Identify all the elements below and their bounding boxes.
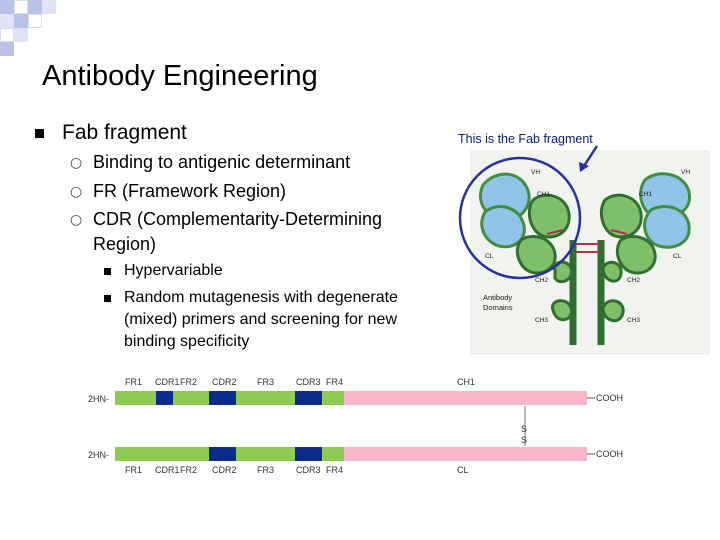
svg-text:CH1: CH1 <box>537 191 550 198</box>
svg-text:FR2: FR2 <box>180 377 197 387</box>
segment-fr3 <box>236 391 295 405</box>
bullet-marker <box>104 268 111 275</box>
svg-text:FR2: FR2 <box>180 465 197 475</box>
right-variable-domains <box>639 172 692 249</box>
segment-fr1 <box>115 391 156 405</box>
segment-cdr3 <box>295 391 322 405</box>
svg-text:CH1: CH1 <box>639 191 652 198</box>
svg-text:CL: CL <box>485 253 494 260</box>
segment-fr2 <box>173 391 209 405</box>
sub-sub-bullet-text: binding specificity <box>124 333 250 350</box>
svg-text:FR1: FR1 <box>125 377 142 387</box>
n-terminus-label: 2HN- <box>88 450 109 460</box>
c-terminus-label: COOH <box>596 449 623 459</box>
segment-fr4 <box>322 447 344 461</box>
bullet-marker <box>35 129 44 138</box>
segment-cdr1 <box>156 447 173 461</box>
svg-text:S: S <box>521 424 527 434</box>
segment-fr2 <box>173 447 209 461</box>
decorative-square <box>14 14 28 28</box>
ring-bullet-icon: ○ <box>70 212 83 228</box>
domain-labels: VH VH CH1 CH1 CL CL CH2 CH2 CH3 CH3 <box>485 169 690 324</box>
svg-text:CDR1: CDR1 <box>155 377 180 387</box>
ring-bullet-icon: ○ <box>70 155 83 171</box>
svg-text:CH2: CH2 <box>627 277 640 284</box>
arrow-head-icon <box>579 162 589 172</box>
decorative-square <box>14 28 28 42</box>
decorative-square <box>14 0 28 14</box>
gene-diagram: 2HN- COOH FR1 CDR1 FR2 CDR2 FR3 CDR3 FR4… <box>88 377 623 475</box>
decorative-square <box>42 0 56 14</box>
svg-text:FR4: FR4 <box>326 377 343 387</box>
segment-fr4 <box>322 391 344 405</box>
segment-cdr3 <box>295 447 322 461</box>
c-terminus-label: COOH <box>596 393 623 403</box>
svg-text:CH1: CH1 <box>457 377 475 387</box>
bullet-marker <box>104 295 111 302</box>
svg-text:VH: VH <box>531 169 540 176</box>
svg-text:FR3: FR3 <box>257 465 274 475</box>
segment-fr1 <box>115 447 156 461</box>
segment-cdr2 <box>209 447 236 461</box>
sub-bullet-text: Region) <box>93 234 157 254</box>
fc-region <box>550 240 625 345</box>
decorative-square <box>28 14 42 28</box>
decorative-square <box>0 14 14 28</box>
left-variable-domains <box>479 172 531 249</box>
disulfide-bonds <box>546 229 628 253</box>
domains-label: Domains <box>483 303 513 312</box>
sub-bullet-text: Binding to antigenic determinant <box>93 152 351 172</box>
segment-cdr2 <box>209 391 236 405</box>
domains-label: Antibody <box>483 293 512 302</box>
light-chain: 2HN- COOH FR1 CDR1 FR2 CDR2 FR3 CDR3 FR4… <box>88 447 623 475</box>
ring-bullet-icon: ○ <box>70 184 83 200</box>
sub-bullet-text: CDR (Complementarity-Determining <box>93 209 383 229</box>
svg-text:CL: CL <box>457 465 469 475</box>
svg-text:CDR2: CDR2 <box>212 465 237 475</box>
svg-text:CH3: CH3 <box>535 317 548 324</box>
sub-sub-bullet-text: Random mutagenesis with degenerate <box>124 289 398 306</box>
segment-constant <box>344 391 587 405</box>
svg-text:CDR3: CDR3 <box>296 377 321 387</box>
sub-sub-bullet-text: Hypervariable <box>124 262 223 279</box>
svg-text:CH3: CH3 <box>627 317 640 324</box>
decorative-square <box>28 0 42 14</box>
svg-text:FR4: FR4 <box>326 465 343 475</box>
svg-text:CH2: CH2 <box>535 277 548 284</box>
svg-text:FR1: FR1 <box>125 465 142 475</box>
left-constant-domains <box>515 193 571 275</box>
slide-title: Antibody Engineering <box>42 60 318 92</box>
bullet-text: Fab fragment <box>62 121 187 144</box>
svg-text:CDR1: CDR1 <box>155 465 180 475</box>
antibody-figure: VH VH CH1 CH1 CL CL CH2 CH2 CH3 CH3 Anti… <box>458 145 710 355</box>
segment-fr3 <box>236 447 295 461</box>
sub-bullet-text: FR (Framework Region) <box>93 181 287 201</box>
segment-cdr1 <box>156 391 173 405</box>
decorative-square <box>0 28 14 42</box>
n-terminus-label: 2HN- <box>88 394 109 404</box>
heavy-chain: 2HN- COOH FR1 CDR1 FR2 CDR2 FR3 CDR3 FR4… <box>88 377 623 405</box>
disulfide-link: S S <box>521 406 527 446</box>
svg-text:CDR2: CDR2 <box>212 377 237 387</box>
fab-highlight-circle <box>458 156 582 280</box>
svg-text:CL: CL <box>673 253 682 260</box>
decorative-square <box>0 42 14 56</box>
sub-sub-bullet-text: (mixed) primers and screening for new <box>124 311 397 328</box>
segment-constant <box>344 447 587 461</box>
svg-text:CDR3: CDR3 <box>296 465 321 475</box>
svg-text:FR3: FR3 <box>257 377 274 387</box>
svg-text:S: S <box>521 435 527 445</box>
pointer-arrow-icon <box>582 145 599 167</box>
figure-caption: This is the Fab fragment <box>458 132 593 146</box>
decorative-square <box>0 0 14 14</box>
svg-text:VH: VH <box>681 169 690 176</box>
right-constant-domains <box>599 193 657 275</box>
